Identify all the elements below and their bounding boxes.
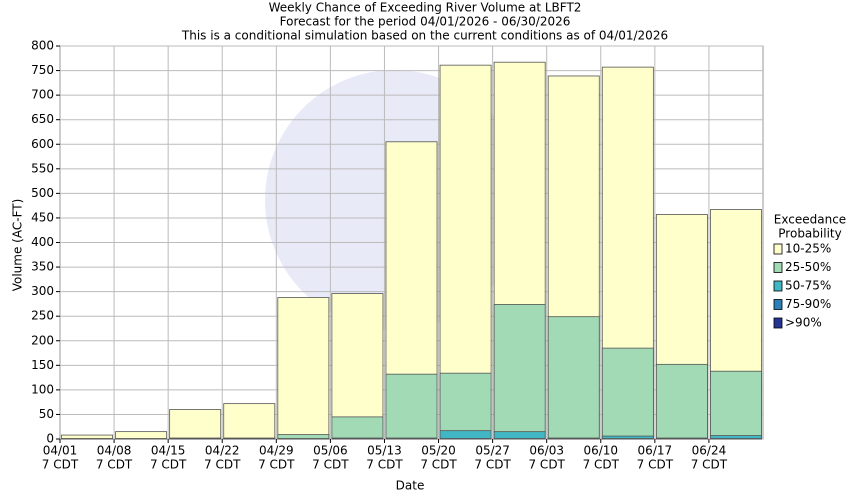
legend-label: 50-75% (785, 279, 831, 293)
x-tick-label: 06/03 (529, 444, 564, 458)
bar (115, 431, 168, 440)
bar (331, 416, 384, 440)
bar (547, 316, 600, 440)
x-tick-label: 04/15 (151, 444, 186, 458)
x-tick-label: 05/06 (313, 444, 348, 458)
legend-label: 25-50% (785, 260, 831, 274)
x-tick-sublabel: 7 CDT (474, 458, 511, 472)
y-tick-label: 750 (31, 63, 54, 77)
legend-swatch (773, 299, 783, 310)
bar (331, 293, 384, 440)
bar (601, 347, 654, 440)
x-tick-sublabel: 7 CDT (691, 458, 728, 472)
y-axis-label: Volume (AC-FT) (11, 199, 25, 292)
y-tick-label: 450 (31, 210, 54, 224)
chart-subtitle: This is a conditional simulation based o… (181, 29, 668, 43)
x-tick-label: 06/17 (638, 444, 673, 458)
x-tick-sublabel: 7 CDT (42, 458, 79, 472)
bar (169, 409, 222, 440)
x-tick-label: 06/24 (692, 444, 727, 458)
x-tick-sublabel: 7 CDT (312, 458, 349, 472)
x-tick-sublabel: 7 CDT (637, 458, 674, 472)
y-tick-label: 700 (31, 88, 54, 102)
x-tick-sublabel: 7 CDT (204, 458, 241, 472)
bar (655, 363, 708, 440)
y-tick-label: 0 (46, 432, 54, 446)
y-tick-label: 150 (31, 358, 54, 372)
chart-title: Weekly Chance of Exceeding River Volume … (269, 1, 582, 15)
x-tick-label: 05/13 (367, 444, 402, 458)
x-tick-sublabel: 7 CDT (366, 458, 403, 472)
x-tick-sublabel: 7 CDT (420, 458, 457, 472)
y-tick-label: 50 (39, 407, 54, 421)
legend-swatch (773, 317, 783, 329)
x-tick-sublabel: 7 CDT (583, 458, 620, 472)
legend-swatch (773, 243, 783, 255)
legend-title: Exceedance (774, 213, 846, 227)
bar (493, 303, 546, 440)
bar (223, 403, 276, 440)
bar (277, 297, 330, 440)
x-tick-label: 06/10 (583, 444, 618, 458)
y-tick-label: 500 (31, 186, 54, 200)
y-tick-label: 550 (31, 161, 54, 175)
y-tick-label: 200 (31, 333, 54, 347)
x-tick-label: 05/20 (421, 444, 456, 458)
x-tick-sublabel: 7 CDT (96, 458, 133, 472)
chart-subtitle: Forecast for the period 04/01/2026 - 06/… (280, 15, 571, 29)
y-tick-label: 250 (31, 309, 54, 323)
x-tick-sublabel: 7 CDT (258, 458, 295, 472)
x-axis-label: Date (396, 479, 425, 493)
x-tick-sublabel: 7 CDT (150, 458, 187, 472)
legend-label: >90% (785, 316, 822, 330)
legend-swatch (773, 280, 783, 292)
y-tick-label: 350 (31, 260, 54, 274)
y-tick-label: 800 (31, 39, 54, 53)
legend-label: 10-25% (785, 242, 831, 256)
legend-title: Probability (778, 227, 841, 241)
x-tick-label: 05/27 (475, 444, 510, 458)
y-tick-label: 400 (31, 235, 54, 249)
bar (439, 372, 492, 440)
x-tick-label: 04/29 (259, 444, 294, 458)
x-tick-label: 04/08 (97, 444, 132, 458)
y-tick-label: 100 (31, 382, 54, 396)
y-tick-label: 650 (31, 112, 54, 126)
legend-label: 75-90% (785, 297, 831, 311)
bar (493, 431, 546, 440)
x-tick-label: 04/22 (205, 444, 240, 458)
bar (710, 370, 762, 440)
bar (439, 430, 492, 440)
x-tick-label: 04/01 (43, 444, 78, 458)
bar (385, 373, 438, 440)
y-tick-label: 300 (31, 284, 54, 298)
y-tick-label: 600 (31, 137, 54, 151)
legend-swatch (773, 262, 783, 273)
x-tick-sublabel: 7 CDT (528, 458, 565, 472)
